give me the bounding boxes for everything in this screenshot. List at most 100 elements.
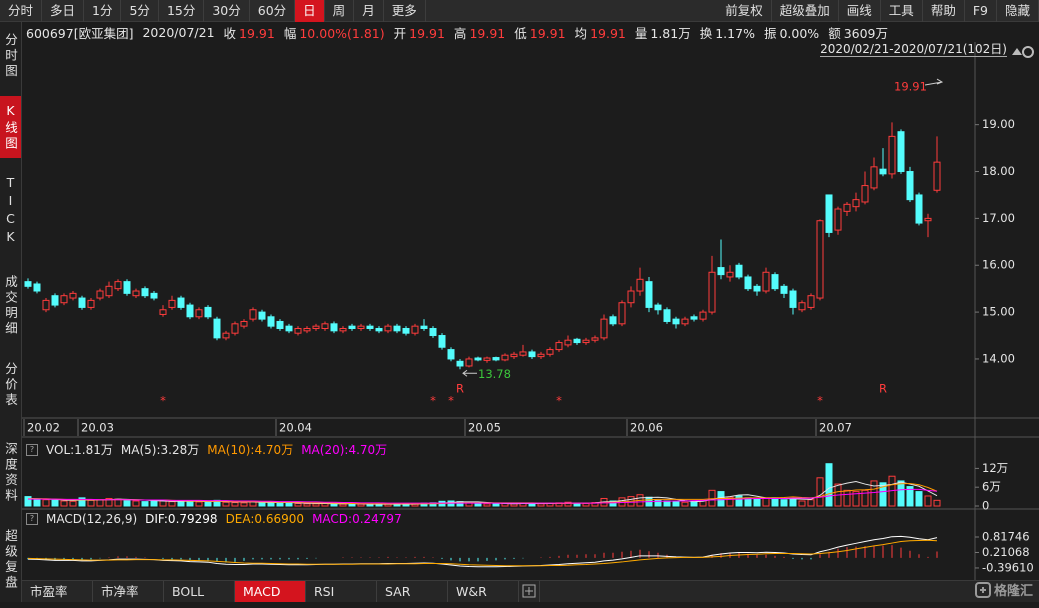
tool-button[interactable]: F9 (965, 0, 997, 22)
candle-body (681, 318, 689, 325)
period-tab[interactable]: 1分 (84, 0, 122, 22)
macd-legend: ? MACD(12,26,9) DIF:0.79298 DEA:0.66900 MACD… (26, 512, 402, 526)
period-tab[interactable]: 30分 (204, 0, 250, 22)
period-tab[interactable]: 15分 (159, 0, 205, 22)
price-marker-label: 19.91 (894, 80, 927, 94)
add-tab[interactable] (519, 581, 540, 602)
volume-bar (483, 503, 491, 507)
tool-button[interactable]: 隐藏 (997, 0, 1039, 22)
period-tab[interactable]: 周 (325, 0, 355, 22)
candle-body (816, 220, 824, 299)
indicator-tab[interactable]: 市盈率 (22, 581, 93, 602)
candle-body (771, 274, 779, 290)
candle-body (150, 292, 158, 299)
candle-body (285, 325, 293, 332)
x-tick-label: 20.06 (630, 421, 663, 435)
tool-button[interactable]: 画线 (839, 0, 881, 22)
volume-bar (879, 482, 887, 507)
info-value: 10.00%(1.81) (299, 25, 385, 41)
candle-body (780, 285, 788, 294)
indicator-tab[interactable]: SAR (377, 581, 448, 602)
volume-bar (357, 503, 365, 507)
indicator-tab[interactable]: W&R (448, 581, 519, 602)
candle-body (276, 320, 284, 329)
candle-body (600, 318, 608, 339)
volume-bar (933, 499, 941, 507)
range-label[interactable]: 2020/02/21-2020/07/21(102日) (820, 42, 1007, 57)
y-tick-label: -0.39610 (982, 560, 1034, 574)
period-tab[interactable]: 月 (354, 0, 384, 22)
indicator-tab[interactable]: BOLL (164, 581, 235, 602)
candle-body (438, 335, 446, 348)
candle-body (582, 339, 590, 344)
candle-body (933, 161, 941, 191)
candle-body (375, 328, 383, 332)
volume-bar (924, 495, 932, 507)
help-icon[interactable]: ? (26, 513, 38, 525)
volume-bar (780, 499, 788, 507)
candle-body (861, 185, 869, 203)
indicator-tab[interactable]: 市净率 (93, 581, 164, 602)
candle-body (789, 290, 797, 308)
volume-bar (276, 502, 284, 507)
help-icon[interactable]: ? (26, 443, 38, 456)
volume-bar (51, 499, 59, 507)
candle-body (330, 323, 338, 332)
candle-body (195, 309, 203, 318)
watermark-text: 格隆汇 (993, 584, 1033, 599)
volume-bar (609, 500, 617, 507)
volume-bar (78, 497, 86, 507)
period-tab[interactable]: 分时 (0, 0, 43, 22)
volume-bar (789, 497, 797, 507)
stock-code: 600697[欧亚集团] (26, 25, 134, 41)
period-tab[interactable]: 60分 (250, 0, 296, 22)
side-tab[interactable]: 深度资料 (3, 442, 18, 504)
date: 2020/07/21 (142, 24, 215, 40)
candle-body (249, 309, 257, 320)
volume-bar (807, 499, 815, 507)
info-label: 换 (699, 25, 713, 41)
side-tab[interactable]: K线图 (0, 96, 21, 158)
tool-button[interactable]: 前复权 (717, 0, 772, 22)
tool-button[interactable]: 帮助 (923, 0, 965, 22)
volume-bar (285, 502, 293, 507)
candle-body (294, 328, 302, 334)
candle-body (762, 271, 770, 292)
candle-body (492, 357, 500, 361)
candle-body (312, 325, 320, 330)
volume-bar (735, 495, 743, 507)
volume-bar (771, 497, 779, 507)
settings-icon (1022, 46, 1034, 58)
volume-bar (690, 501, 698, 507)
candle-body (132, 290, 140, 297)
period-tab[interactable]: 多日 (42, 0, 85, 22)
legend-entry: MA(20):4.70万 (301, 443, 388, 457)
side-tab[interactable]: 超级复盘 (3, 529, 18, 591)
legend-entry: VOL:1.81万 (46, 443, 113, 457)
candle-body (825, 194, 833, 233)
tool-button[interactable]: 超级叠加 (772, 0, 839, 22)
tool-button[interactable]: 工具 (881, 0, 923, 22)
side-tab[interactable]: 分时图 (3, 32, 18, 80)
candle-body (717, 267, 725, 276)
volume-bar (105, 497, 113, 507)
indicator-tab[interactable]: RSI (306, 581, 377, 602)
candle-body (123, 281, 131, 294)
price-marker-arrow (924, 78, 944, 86)
side-tab[interactable]: TICK (3, 175, 18, 247)
event-marker: * (448, 394, 454, 408)
period-tab[interactable]: 日 (295, 0, 325, 22)
side-tab[interactable]: 成交明细 (3, 275, 18, 337)
volume-bar (339, 503, 347, 507)
candle-body (177, 297, 185, 308)
period-tab[interactable]: 更多 (384, 0, 426, 22)
volume-bar (825, 463, 833, 507)
side-tab[interactable]: 分价表 (3, 361, 18, 409)
candle-body (798, 302, 806, 311)
period-tab[interactable]: 5分 (121, 0, 159, 22)
info-item: 量 1.81万 (635, 23, 691, 42)
indicator-tab[interactable]: MACD (235, 581, 306, 602)
dropdown-icon (1012, 48, 1022, 55)
toolbar: 分时 多日 1分 5分 15分 30分 60分日周月更多 前复权 超级叠加 画线 工具 帮助 F9 隐藏 (0, 0, 1039, 22)
